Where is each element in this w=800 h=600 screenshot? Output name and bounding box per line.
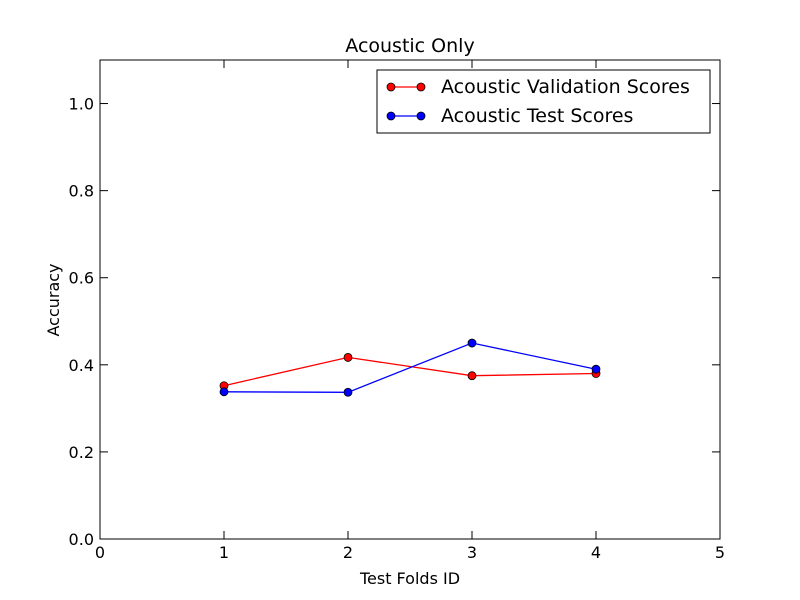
legend-entry-test: Acoustic Test Scores	[386, 105, 633, 127]
series-point-0	[467, 371, 477, 381]
legend-marker-validation	[416, 82, 426, 92]
x-axis-ticks: 0 1 2 3 4 5	[95, 60, 725, 562]
y-tick-label: 0.8	[69, 182, 94, 201]
chart-title: Acoustic Only	[345, 35, 474, 57]
x-axis-label: Test Folds ID	[359, 569, 460, 588]
x-tick-label: 2	[343, 543, 353, 562]
series-line-1	[223, 342, 597, 393]
y-tick-label: 0.0	[69, 530, 94, 549]
y-axis-label: Accuracy	[44, 263, 63, 336]
y-tick-label: 1.0	[69, 95, 94, 114]
series-point-1	[467, 338, 477, 348]
plot-area	[99, 59, 721, 540]
x-tick-label: 0	[95, 543, 105, 562]
legend-entry-validation: Acoustic Validation Scores	[386, 76, 690, 98]
y-tick-label: 0.6	[69, 269, 94, 288]
y-tick-label: 0.4	[69, 356, 94, 375]
series-point-1	[219, 387, 229, 397]
series-point-1	[343, 387, 353, 397]
legend-label-test: Acoustic Test Scores	[441, 105, 633, 127]
legend-marker-validation	[386, 82, 396, 92]
y-tick-label: 0.2	[69, 443, 94, 462]
legend-label-validation: Acoustic Validation Scores	[441, 76, 690, 98]
series-line-0	[223, 356, 597, 387]
series-layer	[219, 338, 601, 397]
series-point-1	[591, 364, 601, 374]
y-axis-ticks: 0.0 0.2 0.4 0.6 0.8 1.0	[69, 95, 720, 549]
series-point-0	[343, 353, 353, 362]
legend-marker-test	[386, 111, 396, 121]
legend: Acoustic Validation Scores Acoustic Test…	[376, 69, 711, 134]
x-tick-label: 3	[467, 543, 477, 562]
legend-marker-test	[416, 111, 426, 121]
x-tick-label: 4	[591, 543, 601, 562]
x-tick-label: 5	[715, 543, 725, 562]
x-tick-label: 1	[219, 543, 229, 562]
legend-box	[376, 69, 711, 134]
